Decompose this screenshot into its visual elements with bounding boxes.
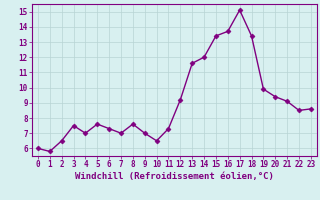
X-axis label: Windchill (Refroidissement éolien,°C): Windchill (Refroidissement éolien,°C) — [75, 172, 274, 181]
